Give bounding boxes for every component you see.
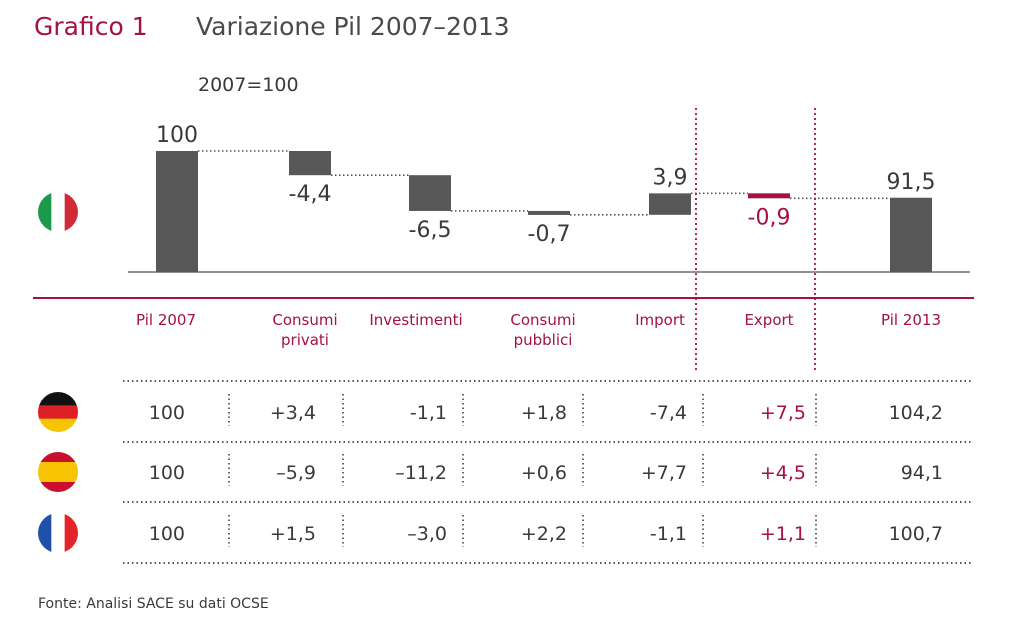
bar-4 — [649, 193, 691, 215]
chart-title: Variazione Pil 2007–2013 — [196, 12, 510, 41]
bar-value-label-4: 3,9 — [653, 165, 688, 190]
bar-value-label-1: -4,4 — [289, 182, 332, 207]
bar-1 — [289, 151, 331, 176]
bar-value-label-3: -0,7 — [528, 222, 571, 247]
table-cell-1-2: –11,2 — [395, 462, 447, 484]
bar-value-label-2: -6,5 — [409, 218, 452, 243]
category-label-1: Consumi privati — [272, 311, 337, 349]
table-cell-0-4: -7,4 — [650, 402, 687, 424]
chart-number-label: Grafico 1 — [34, 12, 148, 41]
table-cell-1-5: +4,5 — [760, 462, 806, 484]
bar-5 — [748, 193, 790, 199]
table-cell-0-1: +3,4 — [270, 402, 316, 424]
italy-flag-icon — [38, 192, 78, 232]
bar-value-label-5: -0,9 — [748, 205, 791, 230]
table-cell-2-1: +1,5 — [270, 523, 316, 545]
category-label-2: Investimenti — [369, 311, 462, 329]
table-cell-1-4: +7,7 — [641, 462, 687, 484]
table-cell-2-0: 100 — [149, 523, 185, 545]
table-cell-0-2: -1,1 — [410, 402, 447, 424]
table-cell-0-3: +1,8 — [521, 402, 567, 424]
table-cell-0-5: +7,5 — [760, 402, 806, 424]
table-cell-1-6: 94,1 — [901, 462, 943, 484]
category-label-0: Pil 2007 — [136, 311, 196, 329]
bar-0 — [156, 151, 198, 272]
table-cell-2-5: +1,1 — [760, 523, 806, 545]
table-cell-1-1: –5,9 — [276, 462, 316, 484]
category-label-4: Import — [635, 311, 685, 329]
table-cell-1-3: +0,6 — [521, 462, 567, 484]
bar-2 — [409, 175, 451, 211]
category-label-6: Pil 2013 — [881, 311, 941, 329]
chart-subtitle: 2007=100 — [198, 74, 299, 96]
spain-flag-icon — [38, 452, 78, 492]
table-cell-2-3: +2,2 — [521, 523, 567, 545]
germany-flag-icon — [38, 392, 78, 432]
bar-3 — [528, 210, 570, 215]
bar-6 — [890, 197, 932, 272]
table-cell-2-6: 100,7 — [889, 523, 943, 545]
bar-value-label-0: 100 — [156, 123, 198, 148]
table-cell-1-0: 100 — [149, 462, 185, 484]
bar-value-label-6: 91,5 — [887, 170, 936, 195]
table-cell-0-6: 104,2 — [889, 402, 943, 424]
table-cell-0-0: 100 — [149, 402, 185, 424]
source-note: Fonte: Analisi SACE su dati OCSE — [38, 596, 269, 612]
category-label-3: Consumi pubblici — [510, 311, 575, 349]
france-flag-icon — [38, 513, 78, 553]
table-cell-2-4: -1,1 — [650, 523, 687, 545]
category-label-5: Export — [744, 311, 793, 329]
table-cell-2-2: –3,0 — [407, 523, 447, 545]
